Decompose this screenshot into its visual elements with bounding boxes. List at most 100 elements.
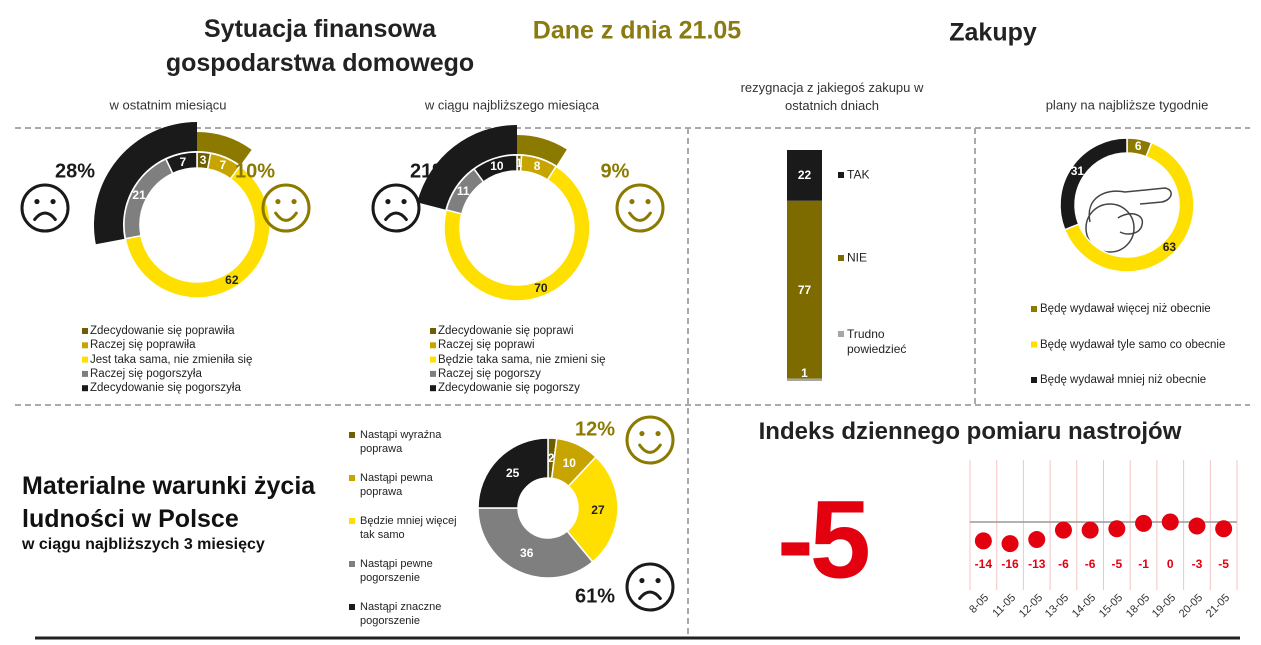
- data-label: 6: [1134, 139, 1142, 154]
- legend-marker: [430, 342, 436, 349]
- dot: [1215, 520, 1233, 538]
- data-label: -13: [1028, 557, 1046, 571]
- legend-label: Jest taka sama, nie zmieniła się: [90, 353, 253, 366]
- legend-marker: [838, 331, 844, 337]
- summary-label: 12%: [574, 418, 616, 441]
- bar-segment: [787, 200, 822, 379]
- chart-subtitle: plany na najbliższe tygodnie: [1045, 97, 1209, 113]
- donut-segment: [473, 154, 518, 183]
- legend-marker: [349, 475, 355, 481]
- legend-marker: [1031, 377, 1037, 383]
- legend-label: Nastąpi znaczne pogorszenie: [360, 601, 442, 627]
- data-label: 77: [797, 282, 812, 297]
- section-title: Zakupy: [949, 18, 1037, 47]
- summary-label: 10%: [234, 160, 276, 183]
- face-eye: [291, 198, 297, 205]
- legend-marker: [82, 356, 88, 363]
- legend-marker: [82, 370, 88, 377]
- face-mouth: [628, 211, 652, 222]
- face-mouth: [33, 211, 57, 221]
- legend-marker: [838, 172, 844, 178]
- face-eye: [629, 198, 635, 205]
- chart-subtitle: w ostatnim miesiącu: [109, 97, 227, 113]
- index-title: Indeks dziennego pomiaru nastrojów: [758, 418, 1182, 445]
- data-label: -6: [1084, 557, 1096, 571]
- face-eye: [385, 198, 391, 205]
- data-label: 7: [179, 154, 187, 169]
- legend-label: Nastąpi wyraźna poprawa: [360, 429, 442, 455]
- face-eye: [639, 577, 645, 584]
- donut-segment: [477, 437, 549, 509]
- legend-label: Będę wydawał mniej niż obecnie: [1040, 374, 1207, 386]
- data-label: 31: [1070, 164, 1085, 179]
- face-mouth: [384, 211, 408, 221]
- summary-label: 21%: [409, 160, 451, 183]
- dot: [1188, 517, 1206, 535]
- bar-segment: [787, 150, 822, 201]
- legend-label: Zdecydowanie się pogorszyła: [90, 382, 241, 395]
- dot: [1135, 514, 1153, 532]
- dot: [1028, 531, 1046, 549]
- data-label: 8: [533, 159, 541, 174]
- data-label: 11: [456, 184, 470, 199]
- face-eye: [655, 430, 661, 437]
- hand-icon: [1085, 187, 1172, 253]
- summary-arc: [197, 132, 252, 166]
- legend-marker: [349, 432, 355, 438]
- data-label: 36: [520, 546, 534, 561]
- data-label: -5: [1111, 557, 1123, 571]
- face: [371, 183, 421, 233]
- data-label: 1: [801, 366, 808, 380]
- legend-marker: [430, 328, 436, 334]
- legend-marker: [1031, 341, 1037, 348]
- summary-arc: [417, 125, 517, 210]
- face: [625, 415, 675, 465]
- summary-label: 9%: [600, 160, 630, 183]
- donut-segment: [566, 455, 619, 563]
- dividers: [15, 127, 1250, 635]
- legend-marker: [349, 561, 355, 567]
- data-label: 27: [591, 502, 605, 517]
- data-label: -6: [1058, 557, 1069, 571]
- face-mouth: [274, 211, 298, 222]
- index-value: -5: [777, 478, 871, 602]
- date-title: Dane z dnia 21.05: [532, 16, 742, 45]
- data-label: 10: [490, 159, 504, 174]
- bar-segment: [787, 378, 822, 381]
- face: [261, 183, 311, 233]
- legend-marker: [349, 604, 355, 610]
- data-label: 63: [1162, 240, 1177, 255]
- data-label: -1: [1138, 557, 1149, 571]
- face-eye: [275, 198, 281, 205]
- legend-marker: [349, 518, 355, 524]
- donut-segment: [477, 507, 594, 579]
- legend-marker: [430, 370, 436, 377]
- data-label: 1: [515, 156, 523, 171]
- legend-marker: [82, 342, 88, 349]
- donut-segment: [443, 165, 591, 302]
- legend-label: Nastąpi pewne pogorszenie: [360, 558, 433, 584]
- data-label: 22: [797, 168, 812, 183]
- legend-marker: [430, 385, 436, 392]
- chart-subtitle: w ciągu najbliższego miesiąca: [424, 97, 600, 113]
- legend-label: Raczej się poprawi: [438, 339, 535, 352]
- data-label: 2: [547, 451, 555, 466]
- donut-segment: [1059, 137, 1128, 231]
- legend-label: TAK: [847, 167, 870, 182]
- page-title: Sytuacja finansowa gospodarstwa domowego: [165, 15, 475, 77]
- dot: [1161, 513, 1179, 531]
- legend-label: Zdecydowanie się poprawiła: [90, 325, 235, 337]
- data-label: -14: [974, 557, 993, 571]
- legend-label: Raczej się pogorszy: [438, 367, 541, 380]
- legend-label: Zdecydowanie się poprawi: [438, 325, 574, 337]
- section-title: Materialne warunki życia ludności w Pols…: [22, 472, 316, 533]
- face-mouth: [638, 590, 662, 600]
- summary-label: 61%: [574, 585, 616, 608]
- legend-label: NIE: [847, 250, 868, 265]
- face-eye: [401, 198, 407, 205]
- data-label: -3: [1191, 557, 1203, 571]
- face-eye: [34, 198, 40, 205]
- hand-line: [1117, 213, 1144, 235]
- face: [20, 183, 70, 233]
